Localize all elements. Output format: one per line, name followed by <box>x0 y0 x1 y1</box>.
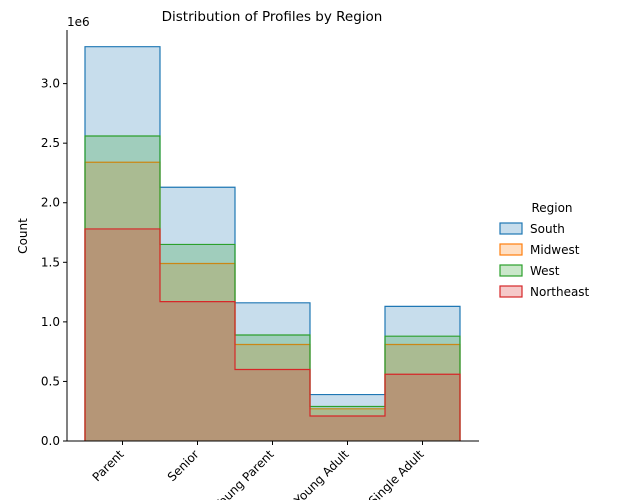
x-tick-label: Senior <box>165 447 202 484</box>
legend-label: South <box>530 222 565 236</box>
bar-west-0 <box>85 136 160 441</box>
series-west <box>84 135 461 441</box>
x-tick-label: Single Adult <box>366 447 427 500</box>
x-tick-label: Parent <box>90 447 127 484</box>
y-multiplier-label: 1e6 <box>67 15 90 29</box>
bar-south-2 <box>235 302 310 441</box>
y-tick-label: 2.5 <box>41 136 60 150</box>
y-tick-label: 1.5 <box>41 255 60 269</box>
bar-northeast-3 <box>310 415 385 441</box>
x-tick-label: Young Adult <box>291 447 352 500</box>
y-tick-label: 0.5 <box>41 374 60 388</box>
y-tick-label: 0.0 <box>41 434 60 448</box>
bar-midwest-2 <box>235 344 310 441</box>
bar-west-2 <box>235 334 310 441</box>
legend-item-west: West <box>499 264 560 278</box>
y-tick-label: 2.0 <box>41 196 60 210</box>
bar-south-1 <box>160 187 235 441</box>
bar-midwest-3 <box>310 408 385 441</box>
y-axis-label: Count <box>16 218 30 254</box>
bar-south-3 <box>310 394 385 441</box>
legend-label: Northeast <box>530 285 590 299</box>
chart-title: Distribution of Profiles by Region <box>162 9 383 25</box>
y-tick-label: 3.0 <box>41 77 60 91</box>
x-axis: Parent Senior Young Parent Young Adult Singl… <box>67 440 479 500</box>
bar-west-3 <box>310 406 385 441</box>
series-bars <box>84 46 461 442</box>
bar-west-1 <box>160 244 235 441</box>
series-midwest <box>84 161 461 441</box>
bar-midwest-0 <box>85 162 160 441</box>
x-tick-label: Young Parent <box>211 447 277 500</box>
legend-item-south: South <box>499 222 565 236</box>
legend-swatch <box>499 243 523 256</box>
bar-northeast-0 <box>85 228 160 441</box>
bar-south-0 <box>85 46 160 442</box>
step-outline-midwest <box>84 161 461 441</box>
step-outline-south <box>84 46 461 441</box>
step-outline-west <box>84 135 461 441</box>
legend-swatch <box>499 285 523 298</box>
legend: Region South Midwest West Northeast <box>499 201 590 299</box>
legend-label: West <box>530 264 560 278</box>
legend-item-midwest: Midwest <box>499 243 580 257</box>
legend-swatch <box>499 264 523 277</box>
y-tick-label: 1.0 <box>41 315 60 329</box>
bar-west-4 <box>385 336 460 441</box>
legend-label: Midwest <box>530 243 580 257</box>
bar-northeast-4 <box>385 374 460 441</box>
bar-midwest-4 <box>385 344 460 441</box>
y-axis: 0.0 0.5 1.0 1.5 2.0 2.5 3.0 <box>41 30 68 448</box>
bar-midwest-1 <box>160 263 235 441</box>
series-northeast <box>84 228 461 441</box>
bar-northeast-1 <box>160 301 235 441</box>
legend-title: Region <box>531 201 572 215</box>
step-outline-northeast <box>84 228 461 441</box>
legend-item-northeast: Northeast <box>499 285 590 299</box>
legend-swatch <box>499 222 523 235</box>
bar-northeast-2 <box>235 369 310 441</box>
